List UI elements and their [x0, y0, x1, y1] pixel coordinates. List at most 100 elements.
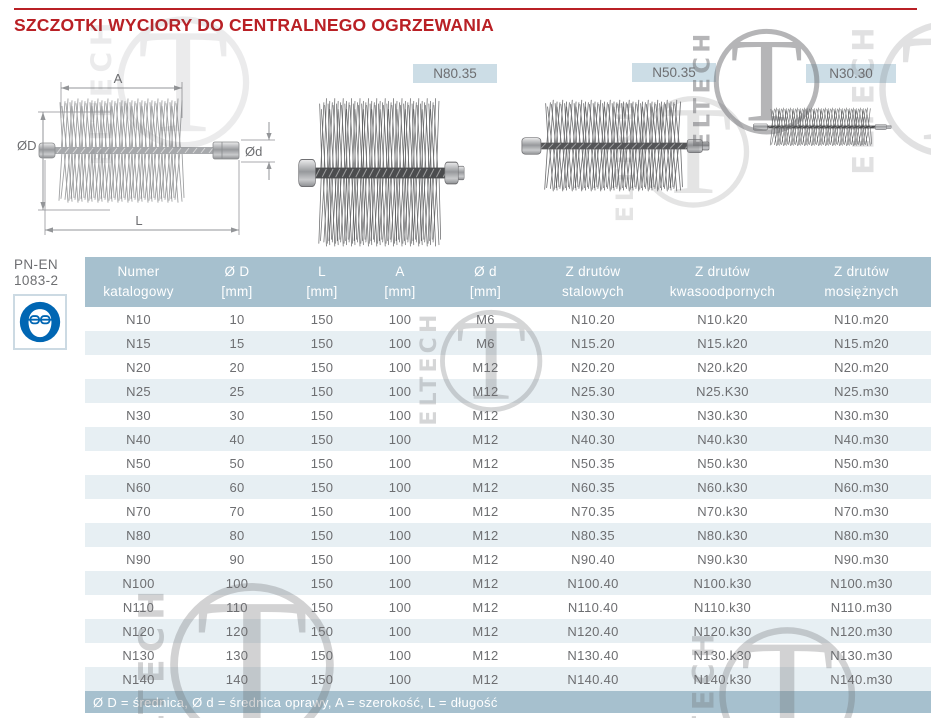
table-cell: 100	[362, 523, 438, 547]
safety-goggles-icon	[19, 301, 61, 343]
table-cell: 150	[282, 619, 362, 643]
table-cell: M12	[438, 355, 533, 379]
table-cell: 40	[192, 427, 282, 451]
table-cell: 10	[192, 307, 282, 331]
table-footnote: Ø D = średnica, Ø d = średnica oprawy, A…	[85, 691, 931, 713]
table-cell: N120.k30	[653, 619, 792, 643]
table-cell: 80	[192, 523, 282, 547]
table-cell: N100	[85, 571, 192, 595]
table-cell: 150	[282, 547, 362, 571]
table-cell: N80.m30	[792, 523, 931, 547]
table-cell: 150	[282, 523, 362, 547]
table-cell: N30.30	[533, 403, 653, 427]
column-header: A [mm]	[362, 257, 438, 307]
table-cell: 150	[282, 595, 362, 619]
table-cell: 100	[362, 307, 438, 331]
table-cell: N70.m30	[792, 499, 931, 523]
table-cell: N15.m20	[792, 331, 931, 355]
dim-label-L: L	[135, 213, 142, 228]
table-head: Numer katalogowy Ø D [mm] L [mm] A [mm] Ø d …	[85, 257, 931, 307]
table-row: N130 130 150 100 M12 N130.40 N130.k30 N130.m30	[85, 643, 931, 667]
table-cell: M6	[438, 307, 533, 331]
table-foot: Ø D = średnica, Ø d = średnica oprawy, A…	[85, 691, 931, 713]
table-cell: N20	[85, 355, 192, 379]
table-cell: N70	[85, 499, 192, 523]
page-title: SZCZOTKI WYCIORY DO CENTRALNEGO OGRZEWAN…	[14, 15, 494, 35]
table-cell: N25.m30	[792, 379, 931, 403]
table-row: N100 100 150 100 M12 N100.40 N100.k30 N100.m30	[85, 571, 931, 595]
table-cell: N110	[85, 595, 192, 619]
table-cell: N120	[85, 619, 192, 643]
table-cell: 150	[282, 355, 362, 379]
table-cell: 100	[362, 619, 438, 643]
standard-line1: PN-EN	[14, 257, 59, 272]
table-row: N50 50 150 100 M12 N50.35 N50.k30 N50.m30	[85, 451, 931, 475]
table-cell: N90	[85, 547, 192, 571]
product-label-n50: N50.35	[632, 63, 716, 82]
table-cell: 30	[192, 403, 282, 427]
table-cell: N10.20	[533, 307, 653, 331]
table-cell: N20.20	[533, 355, 653, 379]
table-cell: 150	[282, 667, 362, 691]
table-cell: M12	[438, 403, 533, 427]
table-cell: N10	[85, 307, 192, 331]
standard-line2: 1083-2	[14, 272, 59, 288]
table-row: N10 10 150 100 M6 N10.20 N10.k20 N10.m20	[85, 307, 931, 331]
table-row: N80 80 150 100 M12 N80.35 N80.k30 N80.m30	[85, 523, 931, 547]
brush-photo-small	[752, 106, 892, 148]
table-cell: 120	[192, 619, 282, 643]
table-cell: 150	[282, 379, 362, 403]
column-header: Z drutów kwasoodpornych	[653, 257, 792, 307]
table-cell: 25	[192, 379, 282, 403]
table-cell: N130.40	[533, 643, 653, 667]
product-table: Numer katalogowy Ø D [mm] L [mm] A [mm] Ø d …	[85, 257, 931, 713]
table-cell: N20.k20	[653, 355, 792, 379]
table-cell: 140	[192, 667, 282, 691]
table-cell: N80.35	[533, 523, 653, 547]
table-row: N70 70 150 100 M12 N70.35 N70.k30 N70.m30	[85, 499, 931, 523]
table-cell: N60.35	[533, 475, 653, 499]
table-cell: 100	[362, 499, 438, 523]
table-cell: N120.40	[533, 619, 653, 643]
table-cell: 15	[192, 331, 282, 355]
table-body: N10 10 150 100 M6 N10.20 N10.k20 N10.m20 N15 15 15…	[85, 307, 931, 691]
table-row: N25 25 150 100 M12 N25.30 N25.K30 N25.m30	[85, 379, 931, 403]
table-row: N30 30 150 100 M12 N30.30 N30.k30 N30.m30	[85, 403, 931, 427]
table-cell: 100	[362, 667, 438, 691]
table-cell: N80.k30	[653, 523, 792, 547]
table-row: N15 15 150 100 M6 N15.20 N15.k20 N15.m20	[85, 331, 931, 355]
table-cell: N10.k20	[653, 307, 792, 331]
table-cell: 20	[192, 355, 282, 379]
table-cell: N50.k30	[653, 451, 792, 475]
dimension-diagram: A ØD Ød L	[17, 71, 275, 235]
table-cell: N30.m30	[792, 403, 931, 427]
table-cell: 150	[282, 571, 362, 595]
table-cell: N25	[85, 379, 192, 403]
table-cell: M6	[438, 331, 533, 355]
table-cell: N20.m20	[792, 355, 931, 379]
table-cell: 150	[282, 331, 362, 355]
table-cell: N50	[85, 451, 192, 475]
table-cell: N90.m30	[792, 547, 931, 571]
table-cell: 100	[362, 427, 438, 451]
table-cell: M12	[438, 499, 533, 523]
table-cell: N140.k30	[653, 667, 792, 691]
standard-reference: PN-EN 1083-2	[14, 257, 58, 289]
table-cell: 100	[362, 475, 438, 499]
table-cell: N15.k20	[653, 331, 792, 355]
table-cell: 130	[192, 643, 282, 667]
table-cell: N130.k30	[653, 643, 792, 667]
table-cell: N90.k30	[653, 547, 792, 571]
table-cell: 90	[192, 547, 282, 571]
product-label-n80: N80.35	[413, 64, 497, 83]
table-cell: N130	[85, 643, 192, 667]
table-cell: N140	[85, 667, 192, 691]
table-cell: N80	[85, 523, 192, 547]
table-row: N110 110 150 100 M12 N110.40 N110.k30 N110.m30	[85, 595, 931, 619]
table-cell: N15	[85, 331, 192, 355]
table-cell: N25.K30	[653, 379, 792, 403]
table-cell: N40	[85, 427, 192, 451]
table-cell: N130.m30	[792, 643, 931, 667]
table-row: N120 120 150 100 M12 N120.40 N120.k30 N120.m30	[85, 619, 931, 643]
